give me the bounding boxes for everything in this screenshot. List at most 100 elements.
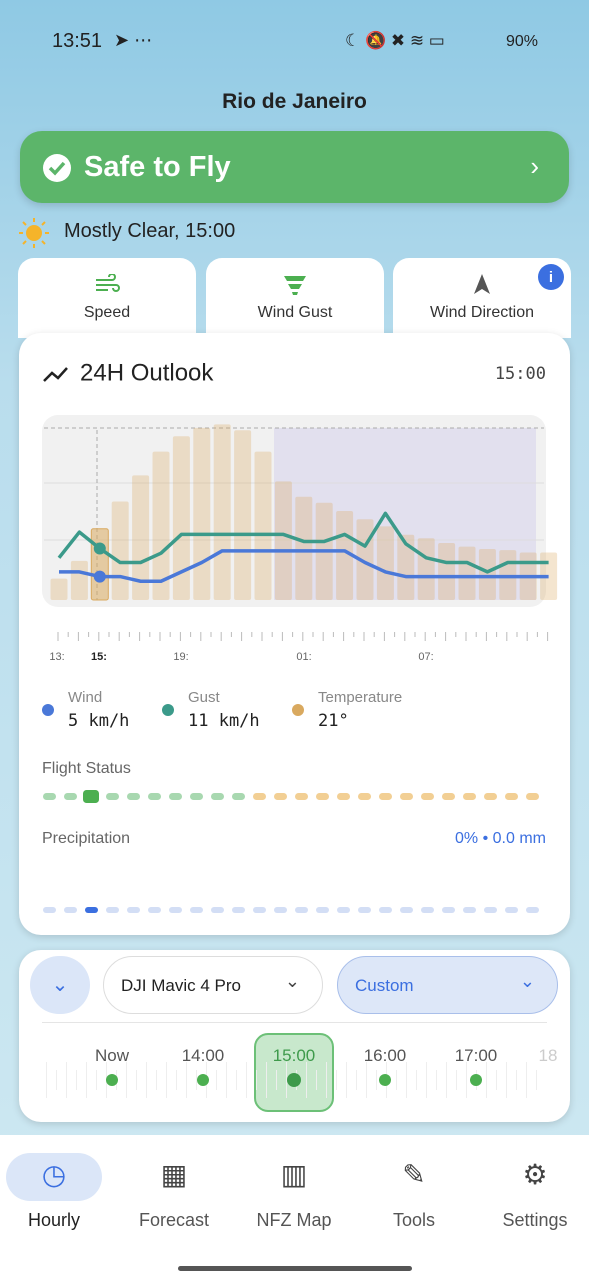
time-tick — [496, 1070, 497, 1090]
time-tick — [506, 1062, 507, 1098]
status-dot — [295, 793, 308, 800]
tab-label: Wind Gust — [257, 304, 333, 321]
time-option[interactable]: 18 — [538, 1046, 558, 1065]
time-tick — [426, 1062, 427, 1098]
time-dot — [197, 1074, 209, 1086]
mode-select[interactable]: Custom ⌄ — [337, 956, 558, 1014]
flight-status-label: Flight Status — [42, 760, 131, 777]
time-tick — [56, 1070, 57, 1090]
collapse-button[interactable]: ⌄ — [30, 956, 90, 1014]
nav-label: NFZ Map — [256, 1210, 332, 1230]
nav-label: Tools — [392, 1210, 436, 1230]
time-tick — [486, 1062, 487, 1098]
precip-dot — [505, 907, 518, 913]
precip-dot — [421, 907, 434, 913]
temperature-bar — [417, 538, 435, 600]
time-option[interactable]: 17:00 — [454, 1046, 498, 1065]
nav-label: Forecast — [138, 1210, 210, 1230]
precip-dot — [358, 907, 371, 913]
info-icon[interactable]: i — [537, 263, 565, 291]
time-tick — [176, 1070, 177, 1090]
time-tick — [436, 1070, 437, 1090]
safe-banner[interactable]: Safe to Fly › — [20, 131, 569, 203]
time-tick — [306, 1062, 307, 1098]
tab[interactable]: Speed — [18, 258, 196, 338]
status-dot — [484, 793, 497, 800]
time-dot — [106, 1074, 118, 1086]
time-option[interactable]: 15:00 — [272, 1046, 316, 1065]
status-dot — [316, 793, 329, 800]
nav-item[interactable]: ▦ Forecast — [119, 1150, 229, 1240]
temperature-bar — [295, 496, 313, 600]
time-tick — [156, 1070, 157, 1090]
precip-dot — [253, 907, 266, 913]
nav-icon: ▦ — [160, 1159, 188, 1190]
weather-text: Mostly Clear, 15:00 — [64, 220, 236, 242]
time-tick — [66, 1062, 67, 1098]
temperature-bar — [478, 548, 496, 600]
time-option[interactable]: Now — [94, 1046, 129, 1065]
time-tick — [346, 1062, 347, 1098]
precip-dot — [337, 907, 350, 913]
legend-dot — [292, 704, 304, 716]
legend-value: 11 km/h — [188, 711, 260, 731]
time-tick — [276, 1070, 277, 1090]
time-tick — [216, 1070, 217, 1090]
precip-dot — [190, 907, 203, 913]
mode-name: Custom — [355, 976, 414, 995]
tab[interactable]: Wind Gust — [206, 258, 384, 338]
temperature-bar — [213, 424, 231, 600]
gust-marker — [93, 542, 106, 555]
nav-item[interactable]: ◷ Hourly — [0, 1150, 109, 1240]
nav-item[interactable]: ▥ NFZ Map — [239, 1150, 349, 1240]
temperature-bar — [70, 560, 88, 600]
tab-label: Wind Direction — [429, 304, 535, 321]
nav-label: Settings — [502, 1210, 568, 1230]
status-dot — [211, 793, 224, 800]
time-tick — [166, 1062, 167, 1098]
drone-name: DJI Mavic 4 Pro — [121, 976, 241, 995]
outlook-time: 15:00 — [495, 364, 546, 384]
time-tick — [246, 1062, 247, 1098]
precip-dot — [43, 907, 56, 913]
drone-select[interactable]: DJI Mavic 4 Pro ⌄ — [103, 956, 323, 1014]
precip-dot — [85, 907, 98, 913]
temperature-bar — [234, 430, 252, 600]
time-option[interactable]: 14:00 — [181, 1046, 225, 1065]
temperature-bar — [152, 451, 170, 600]
time-option[interactable]: 16:00 — [363, 1046, 407, 1065]
status-dot — [400, 793, 413, 800]
temperature-bar — [193, 427, 211, 600]
tab[interactable]: Wind Direction — [393, 258, 571, 338]
time-tick — [446, 1062, 447, 1098]
time-tick — [86, 1062, 87, 1098]
time-label: 07: — [418, 651, 433, 663]
time-tick — [236, 1070, 237, 1090]
time-tick — [266, 1062, 267, 1098]
temperature-bar — [254, 451, 272, 600]
time-tick — [196, 1070, 197, 1090]
status-dot — [232, 793, 245, 800]
time-label: 13: — [49, 651, 64, 663]
temperature-bar — [336, 511, 354, 600]
precipitation-value: 0% • 0.0 mm — [455, 830, 546, 847]
status-dot — [379, 793, 392, 800]
status-dot — [505, 793, 518, 800]
status-dot — [253, 793, 266, 800]
selected-time — [254, 1033, 334, 1112]
time-tick — [76, 1070, 77, 1090]
nav-item[interactable]: ⚙ Settings — [480, 1150, 589, 1240]
time-tick — [536, 1070, 537, 1090]
time-label: 15: — [91, 651, 107, 663]
time-tick — [146, 1062, 147, 1098]
nav-item[interactable]: ✎ Tools — [359, 1150, 469, 1240]
tab-label: Speed — [83, 304, 131, 321]
chevron: ⌄ — [284, 971, 300, 991]
time-dot — [379, 1074, 391, 1086]
status-dot — [169, 793, 182, 800]
precip-dot — [400, 907, 413, 913]
status-dot — [43, 793, 56, 800]
time-tick — [376, 1070, 377, 1090]
